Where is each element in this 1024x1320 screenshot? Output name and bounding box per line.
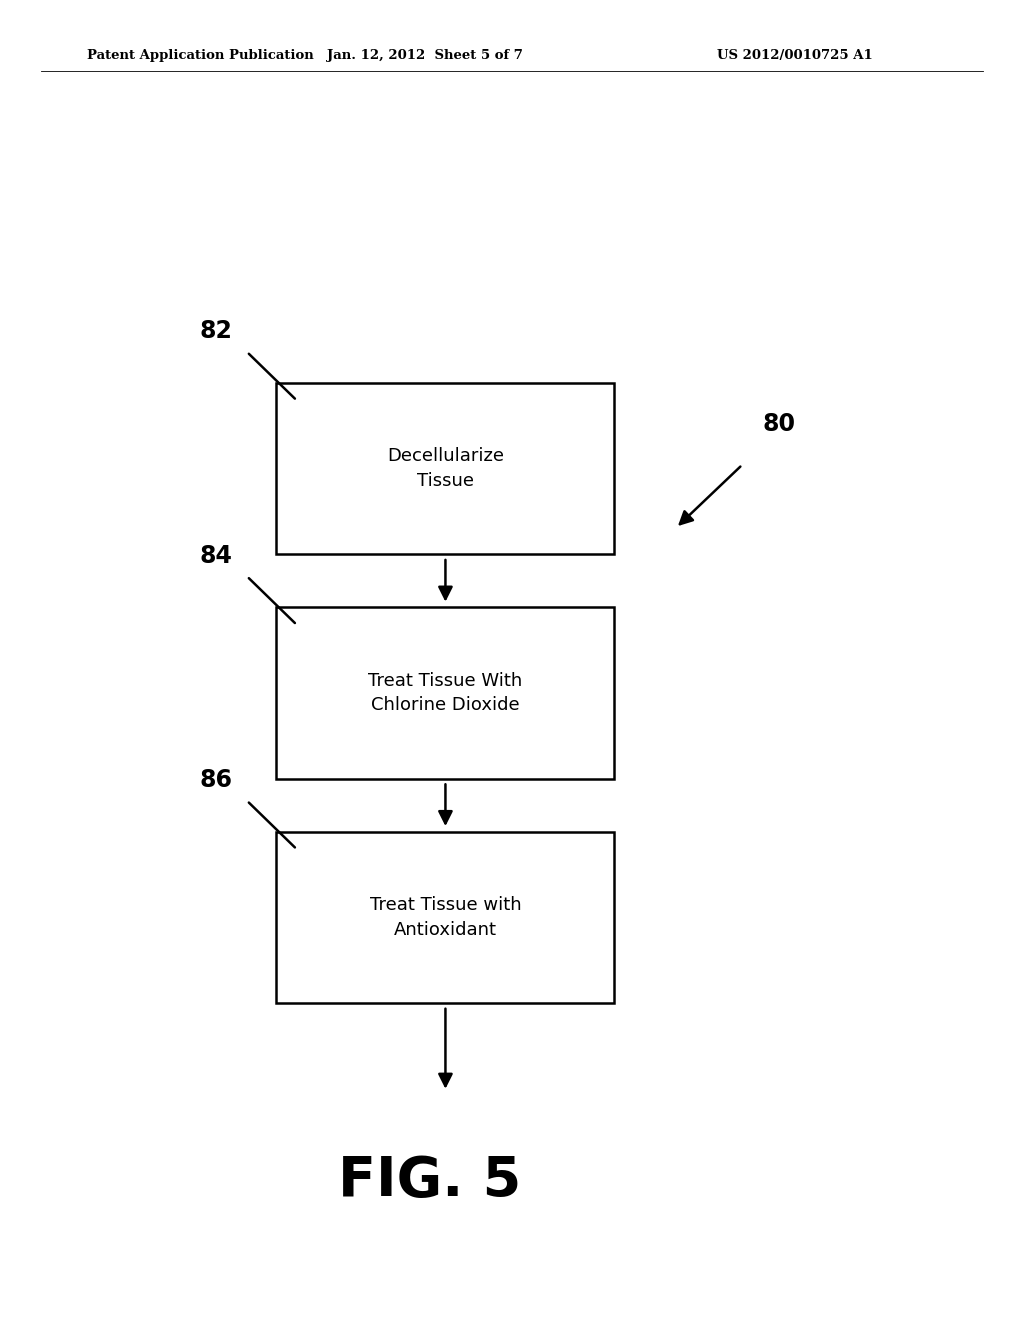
- Bar: [276, 383, 614, 554]
- Text: Treat Tissue With
Chlorine Dioxide: Treat Tissue With Chlorine Dioxide: [369, 672, 522, 714]
- Text: Patent Application Publication: Patent Application Publication: [87, 49, 313, 62]
- Bar: [276, 607, 614, 779]
- Text: 86: 86: [200, 768, 232, 792]
- Text: 80: 80: [763, 412, 796, 436]
- Text: US 2012/0010725 A1: US 2012/0010725 A1: [717, 49, 872, 62]
- Text: 82: 82: [200, 319, 232, 343]
- Text: FIG. 5: FIG. 5: [339, 1155, 521, 1208]
- Bar: [276, 832, 614, 1003]
- Text: Jan. 12, 2012  Sheet 5 of 7: Jan. 12, 2012 Sheet 5 of 7: [327, 49, 523, 62]
- Text: Decellularize
Tissue: Decellularize Tissue: [387, 447, 504, 490]
- Text: Treat Tissue with
Antioxidant: Treat Tissue with Antioxidant: [370, 896, 521, 939]
- Text: 84: 84: [200, 544, 232, 568]
